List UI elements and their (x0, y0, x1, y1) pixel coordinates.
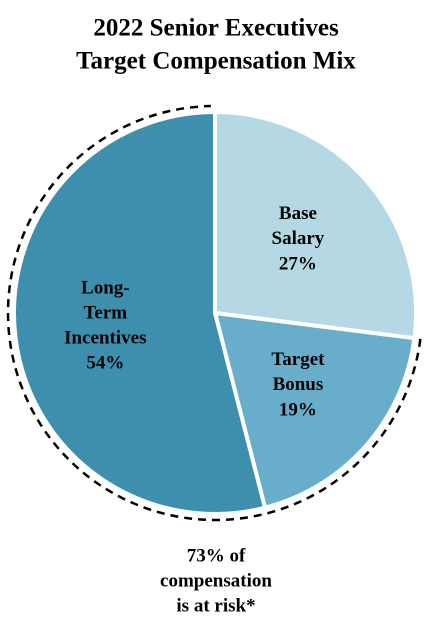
pie-slice (213, 109, 418, 341)
value-label: 27% (279, 253, 317, 274)
chart-title: Target Compensation Mix (76, 48, 356, 75)
value-label: 54% (86, 353, 124, 374)
chart-title: 2022 Senior Executives (93, 15, 339, 42)
value-label: 19% (279, 399, 317, 420)
slice-label: Base Salary (272, 203, 325, 249)
annotation: is at risk* (176, 595, 255, 616)
annotation: compensation (160, 570, 272, 591)
slice-label: Long-Term Incentives (64, 278, 146, 349)
slice-label: Target Bonus (271, 349, 325, 395)
pie-slice (12, 109, 268, 516)
annotation: 73% of (187, 545, 246, 566)
pie-slice (212, 310, 417, 511)
